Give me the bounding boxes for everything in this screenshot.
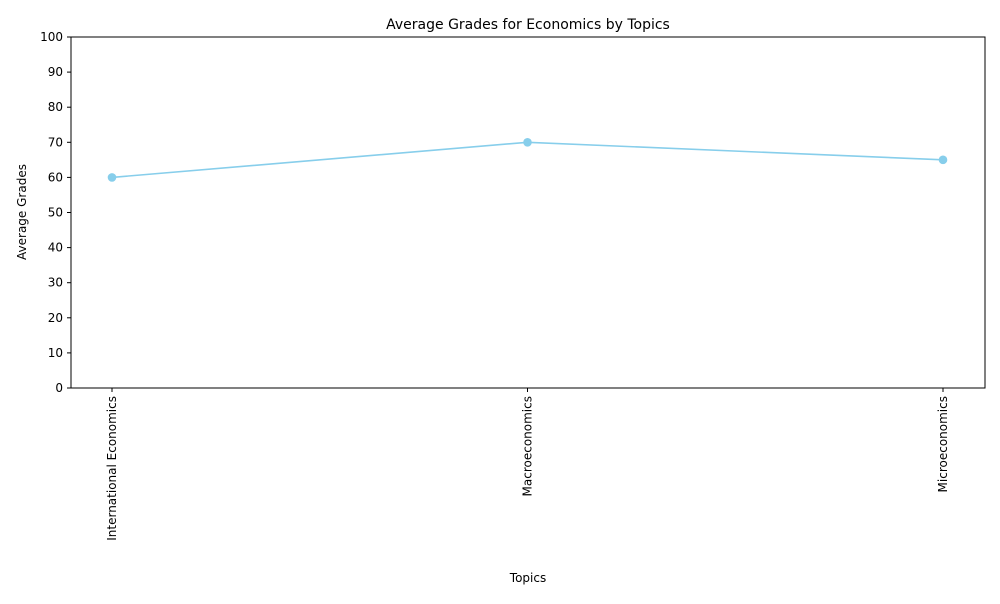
x-tick-label: International Economics <box>105 396 119 541</box>
y-tick-label: 100 <box>40 30 63 44</box>
y-axis-ticks: 0 10 20 30 40 50 60 70 80 90 100 <box>40 30 71 395</box>
plot-area-frame <box>70 36 986 389</box>
series-line <box>111 141 944 179</box>
y-tick-label: 80 <box>48 100 63 114</box>
series-layer <box>107 138 948 182</box>
data-point <box>107 173 117 182</box>
y-axis-label: Average Grades <box>15 164 29 260</box>
x-tick-label: Macroeconomics <box>521 396 535 496</box>
data-point <box>938 155 948 165</box>
x-axis-label: Topics <box>509 571 546 585</box>
y-tick-label: 40 <box>48 241 63 255</box>
x-axis-ticks: International Economics Macroeconomics Mic… <box>105 388 950 541</box>
y-tick-label: 90 <box>48 65 63 79</box>
y-tick-label: 70 <box>48 135 63 149</box>
y-tick-label: 10 <box>48 346 63 360</box>
chart-title: Average Grades for Economics by Topics <box>386 17 670 33</box>
y-tick-label: 30 <box>48 276 63 290</box>
y-tick-label: 0 <box>55 381 63 395</box>
y-tick-label: 60 <box>48 170 63 184</box>
y-tick-label: 20 <box>48 311 63 325</box>
y-tick-label: 50 <box>48 206 63 220</box>
x-tick-label: Microeconomics <box>936 396 950 492</box>
data-point <box>523 138 532 147</box>
